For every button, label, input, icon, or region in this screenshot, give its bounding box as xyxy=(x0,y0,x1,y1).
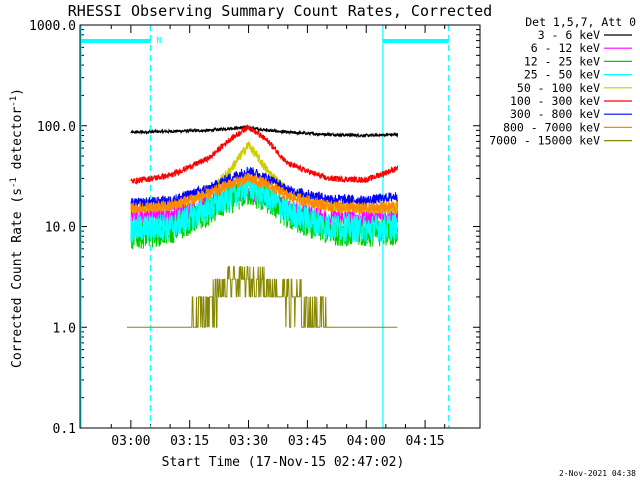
legend-label: 300 - 800 keV xyxy=(510,107,600,121)
legend-label: 6 - 12 keV xyxy=(531,41,600,55)
legend-label: 800 - 7000 keV xyxy=(503,120,600,134)
legend-label: 100 - 300 keV xyxy=(510,94,600,108)
x-tick-label: 03:45 xyxy=(288,434,327,449)
x-tick-label: 03:00 xyxy=(111,434,150,449)
y-tick-label: 0.1 xyxy=(53,422,76,437)
chart-title: RHESSI Observing Summary Count Rates, Co… xyxy=(68,2,492,20)
series-line-1 xyxy=(130,124,399,139)
series-line-9 xyxy=(126,266,398,328)
y-axis-label-post: ) xyxy=(10,88,25,96)
legend-label: 7000 - 15000 keV xyxy=(489,134,600,148)
series-line-8 xyxy=(130,172,399,215)
x-tick-label: 03:15 xyxy=(170,434,209,449)
plot-frame xyxy=(79,24,481,429)
x-tick-label: 04:00 xyxy=(347,434,386,449)
y-tick-label: 1000.0 xyxy=(29,19,76,34)
x-axis-label: Start Time (17-Nov-15 02:47:02) xyxy=(162,455,405,470)
series-line-4 xyxy=(130,173,399,243)
series-line-6 xyxy=(130,124,399,186)
legend-label: 12 - 25 keV xyxy=(524,54,600,68)
legend-label: 50 - 100 keV xyxy=(517,81,600,95)
y-axis-label: Corrected Count Rate (s-1 detector-1) xyxy=(9,88,25,368)
y-tick-label: 100.0 xyxy=(37,120,76,135)
legend-label: 25 - 50 keV xyxy=(524,68,600,82)
plot-area: N xyxy=(79,24,481,429)
x-tick-label: 03:30 xyxy=(229,434,268,449)
saa-marker-label: N xyxy=(156,36,161,45)
y-axis-label-pre: Corrected Count Rate (s xyxy=(10,188,25,368)
footer-date: 2-Nov-2021 04:38 xyxy=(559,469,636,478)
y-tick-label: 10.0 xyxy=(45,221,76,236)
y-tick-label: 1.0 xyxy=(53,321,76,336)
y-axis-label-mid: detector xyxy=(10,107,25,178)
legend-header: Det 1,5,7, Att 0 xyxy=(525,15,636,29)
y-axis-label-sup1: -1 xyxy=(9,177,19,188)
y-axis-label-sup2: -1 xyxy=(9,96,19,107)
x-tick-label: 04:15 xyxy=(406,434,445,449)
legend-label: 3 - 6 keV xyxy=(538,28,600,42)
